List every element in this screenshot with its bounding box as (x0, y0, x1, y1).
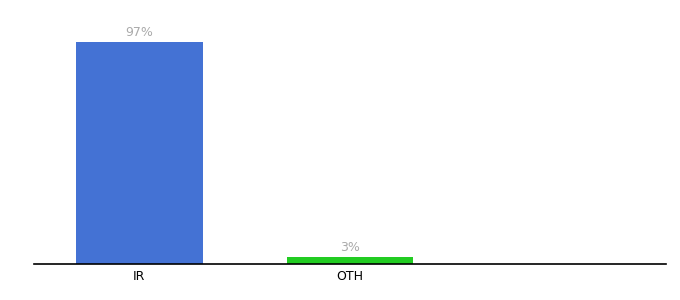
Bar (76, 42, 203, 264)
Bar (287, 257, 413, 264)
Text: 3%: 3% (340, 241, 360, 254)
Text: 97%: 97% (126, 26, 153, 39)
